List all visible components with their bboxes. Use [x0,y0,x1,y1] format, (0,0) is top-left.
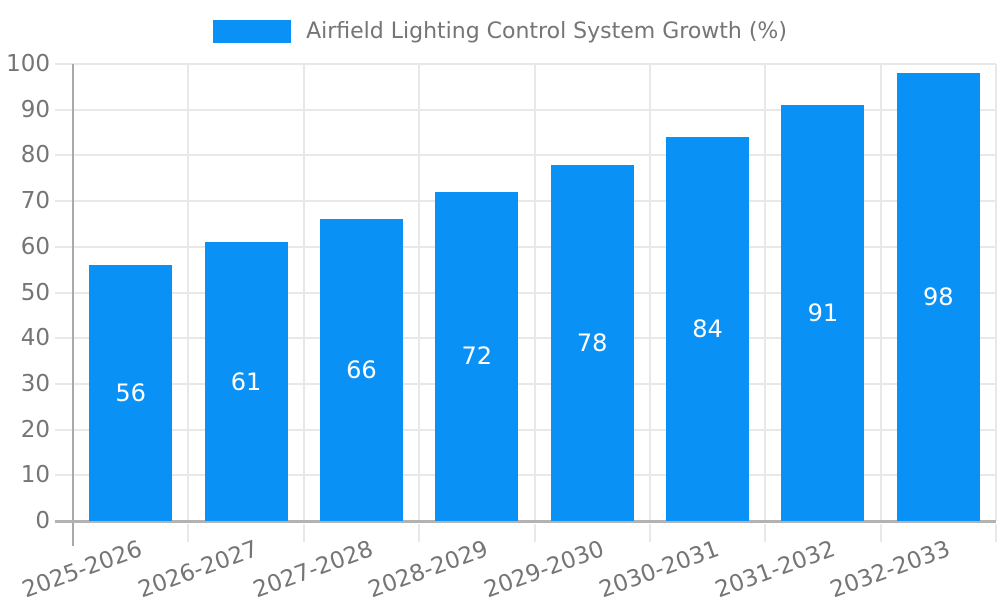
x-tick-label: 2025-2026 [19,536,146,600]
y-axis-tick [55,428,73,431]
y-tick-label: 80 [20,142,50,169]
gridline-vertical [879,64,882,521]
bar-value-label: 66 [346,356,377,385]
bar-value-label: 91 [807,299,839,328]
y-axis-tick [55,154,73,157]
gridline-vertical [418,64,421,521]
bar[interactable]: 84 [666,137,750,521]
bar-value-label: 78 [576,328,608,357]
bar-value-label: 72 [461,342,493,371]
gridline-vertical [648,64,651,521]
y-tick-label: 0 [35,508,50,534]
x-tick-label: 2032-2033 [826,536,954,600]
bar-value-label: 84 [692,315,723,344]
x-axis-tick [302,524,305,542]
gridline-vertical [187,64,190,521]
y-axis-tick [55,291,73,294]
y-tick-label: 100 [6,51,50,77]
x-tick-label: 2026-2027 [134,536,262,600]
bar[interactable]: 72 [435,191,519,521]
y-tick-label: 70 [20,188,50,215]
x-tick-label: 2027-2028 [249,536,377,600]
bar[interactable]: 91 [781,105,865,521]
bar-value-label: 56 [115,379,146,408]
x-tick-label: 2030-2031 [596,536,723,600]
gridline-vertical [764,64,767,521]
y-axis-tick [55,474,73,477]
y-tick-label: 10 [20,462,50,489]
x-axis-tick [187,524,190,542]
y-tick-label: 40 [20,325,50,352]
bar[interactable]: 61 [204,242,288,521]
x-axis-tick [533,524,536,542]
y-axis-tick [55,63,73,65]
y-tick-label: 20 [20,416,50,443]
bar[interactable]: 66 [319,219,403,521]
y-tick-label: 50 [20,279,50,306]
legend-swatch [213,19,292,43]
bar-value-label: 98 [923,283,954,312]
y-axis-tick [55,200,73,203]
gridline-vertical [302,64,305,521]
x-tick-label: 2031-2032 [711,536,839,600]
y-tick-label: 90 [20,96,50,123]
gridline-vertical [995,64,997,521]
x-axis-tick [764,524,767,542]
legend: Airfield Lighting Control System Growth … [0,17,1000,45]
y-axis-tick [55,108,73,111]
bar[interactable]: 56 [89,265,173,521]
y-axis-tick [55,245,73,248]
legend-item[interactable]: Airfield Lighting Control System Growth … [213,19,787,44]
x-tick-label: 2028-2029 [365,536,493,600]
x-axis-line [55,520,996,523]
x-axis-tick [995,524,997,542]
x-axis-tick [879,524,882,542]
y-tick-label: 30 [20,370,50,397]
bar[interactable]: 98 [896,73,980,521]
y-tick-label: 60 [20,233,50,260]
bar-value-label: 61 [230,367,262,396]
gridline-vertical [533,64,536,521]
legend-label: Airfield Lighting Control System Growth … [306,18,787,44]
x-axis-tick [648,524,651,542]
y-axis-tick [55,337,73,340]
y-axis-line [72,64,74,546]
x-axis-tick [418,524,421,542]
x-tick-label: 2029-2030 [480,536,608,600]
bar[interactable]: 78 [550,164,634,521]
y-axis-tick [55,382,73,385]
